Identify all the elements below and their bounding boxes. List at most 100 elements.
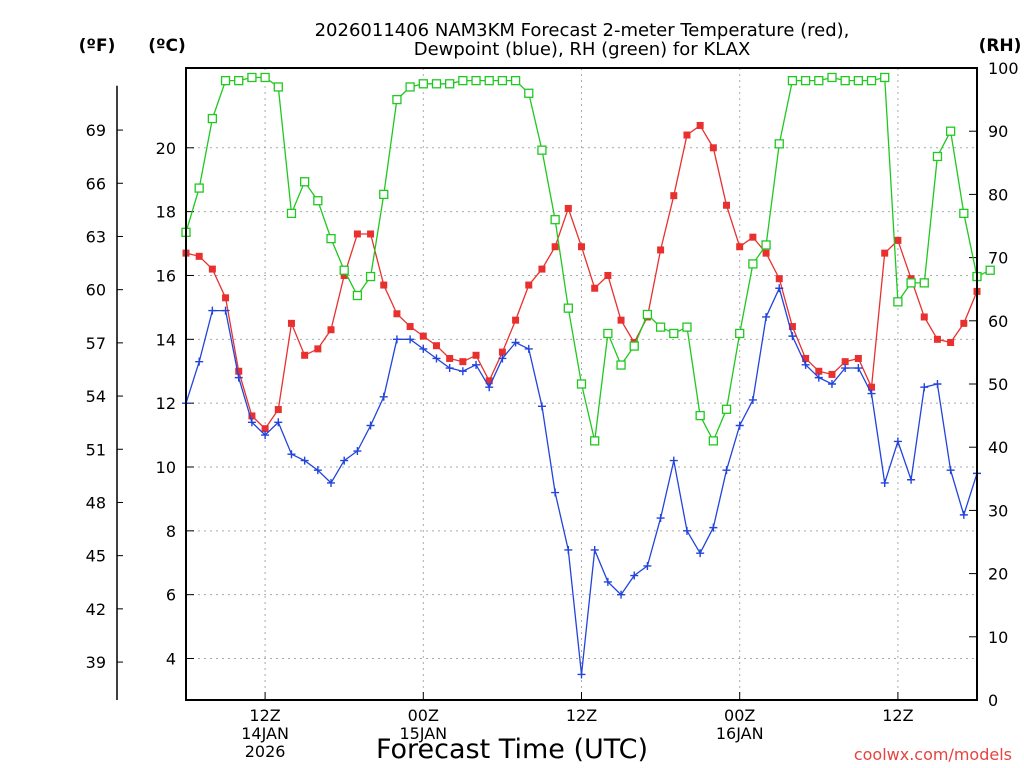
2-meter-temperature-point [920,313,928,321]
2-meter-temperature-point [841,358,849,366]
2-meter-temperature-point [459,358,467,366]
dewpoint-point [313,466,322,475]
rh-point [220,75,231,86]
dewpoint-point [630,571,639,580]
rh-point [590,436,600,446]
dewpoint-series [182,284,981,679]
rh-point [207,113,218,124]
dewpoint-point [669,456,678,465]
rh-point [985,265,995,275]
rh-point [313,196,323,206]
rh-point [458,75,468,86]
celsius-tick-label: 10 [156,458,176,477]
dewpoint-point [722,466,731,475]
x-tick-label: 2026 [245,742,286,761]
rh-tick-label: 10 [988,628,1008,647]
2-meter-temperature-point [195,252,203,260]
dewpoint-point [485,383,494,392]
2-meter-temperature-point [261,425,269,433]
2-meter-temperature-point [419,332,427,340]
2-meter-temperature-point [709,144,717,152]
rh-point [603,328,613,339]
2-meter-temperature-point [933,335,941,343]
x-tick-label: 12Z [882,706,913,725]
dewpoint-point [867,389,876,398]
rh-unit-label: (RH) [979,36,1022,56]
dewpoint-point [748,395,757,404]
2-meter-temperature-point [881,249,889,257]
dewpoint-point [696,549,705,558]
dewpoint-point [946,466,955,475]
2-meter-temperature-point [617,316,625,324]
rh-point [392,94,402,105]
2-meter-temperature-point [788,323,796,331]
2-meter-temperature-series [182,121,981,433]
rh-tick-label: 20 [988,565,1008,584]
fahrenheit-tick-label: 69 [86,121,106,140]
dewpoint-point [274,418,283,427]
dewpoint-point [880,478,889,487]
rh-series [181,72,995,446]
dewpoint-point [907,475,916,484]
rh-tick-label: 70 [988,249,1008,268]
2-meter-temperature-point [657,246,665,254]
rh-point [787,75,798,86]
2-meter-temperature-point [604,271,612,279]
rh-point [537,145,547,155]
rh-point [945,126,956,136]
rh-point [260,72,270,83]
fahrenheit-tick-label: 48 [86,493,106,512]
x-tick-label: 16JAN [716,724,764,743]
dewpoint-point [590,545,599,554]
2-meter-temperature-point [432,342,440,350]
fahrenheit-tick-label: 51 [86,440,106,459]
2-meter-temperature-point [854,354,862,362]
2-meter-temperature-point [340,271,348,279]
fahrenheit-tick-label: 39 [86,653,106,672]
rh-point [339,265,349,275]
2-meter-temperature-point [868,383,876,391]
2-meter-temperature-point [248,412,256,420]
rh-point [866,75,877,86]
rh-point [484,75,494,86]
2-meter-temperature-point [894,236,902,244]
dewpoint-point [366,421,375,430]
rh-point [655,322,666,332]
dewpoint-point [893,437,902,446]
2-meter-temperature-point [380,281,388,289]
dewpoint-point [814,373,823,382]
rh-point [510,75,521,86]
rh-point [932,151,943,162]
series-layer [181,72,995,679]
dewpoint-point [511,338,520,347]
rh-point [695,410,705,421]
2-meter-temperature-point [749,233,757,241]
rh-point [761,240,771,250]
2-meter-temperature-point [828,370,836,378]
2-meter-temperature-point [235,367,243,375]
fahrenheit-tick-label: 66 [86,174,106,193]
rh-tick-label: 90 [988,122,1008,141]
rh-point [405,82,415,92]
2-meter-temperature-point [960,319,968,327]
dewpoint-point [247,418,256,427]
dewpoint-point [458,367,467,376]
dewpoint-point [392,335,401,344]
rh-tick-label: 40 [988,438,1008,457]
dewpoint-point [340,456,349,465]
2-meter-temperature-point [538,265,546,273]
rh-point [708,436,718,446]
dewpoint-point [432,354,441,363]
x-tick-label: 12Z [249,706,280,725]
2-meter-temperature-point [274,406,282,414]
2-meter-temperature-point [736,243,744,251]
2-meter-temperature-point [314,345,322,353]
2-meter-temperature-point [498,348,506,356]
dewpoint-point [959,510,968,519]
celsius-tick-label: 16 [156,266,176,285]
2-meter-temperature-point [591,284,599,292]
dewpoint-point [762,312,771,321]
dewpoint-point [234,373,243,382]
x-axis-label: Forecast Time (UTC) [376,734,648,765]
